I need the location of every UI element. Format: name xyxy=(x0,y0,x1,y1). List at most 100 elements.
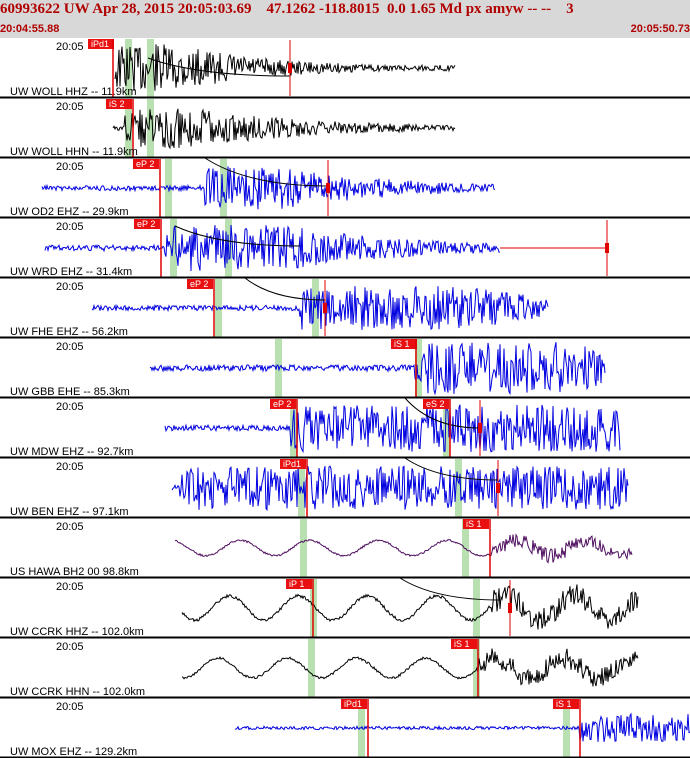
pick-label: iPd1 xyxy=(91,39,109,49)
station-label: UW FHE EHZ -- 56.2km xyxy=(10,326,128,338)
pick-label: iS 1 xyxy=(394,339,410,349)
waveform-trace xyxy=(235,712,690,743)
waveform-trace xyxy=(181,584,639,630)
pick-flag xyxy=(463,519,489,529)
coda-decay-curve xyxy=(404,397,481,429)
station-label: UW MDW EHZ -- 92.7km xyxy=(10,446,133,458)
waveform-trace xyxy=(149,342,606,396)
station-label: UW BEN EHZ -- 97.1km xyxy=(10,506,129,518)
pick-flag xyxy=(341,699,367,709)
coda-marker-tick xyxy=(326,183,330,193)
time-label: 20:05 xyxy=(56,701,84,713)
pick-label: iPd1 xyxy=(283,459,301,469)
pick-window-marker xyxy=(170,219,177,277)
pick-window-marker xyxy=(220,159,227,217)
end-time: 20:05:50.73 xyxy=(630,23,690,35)
station-label: UW OD2 EHZ -- 29.9km xyxy=(10,206,129,218)
pick-label: eP 2 xyxy=(190,279,208,289)
pick-window-marker xyxy=(300,519,307,577)
trace-panel: eP 2 eS 2 20:05 UW MDW EHZ -- 92.7km xyxy=(0,397,690,459)
pick-label: iS 1 xyxy=(454,639,470,649)
coda-marker-tick xyxy=(496,483,500,493)
event-title: 60993622 UW Apr 28, 2015 20:05:03.69 47.… xyxy=(0,1,574,17)
coda-marker-tick xyxy=(288,63,292,73)
pick-flag xyxy=(270,399,296,409)
time-label: 20:05 xyxy=(56,461,84,473)
start-time: 20:04:55.88 xyxy=(0,23,60,35)
time-label: 20:05 xyxy=(56,221,84,233)
pick-window-marker xyxy=(147,99,154,157)
waveform-trace xyxy=(112,108,456,150)
pick-flag xyxy=(187,279,213,289)
pick-label: iS 1 xyxy=(466,519,482,529)
pick-label: iP 1 xyxy=(289,579,304,589)
pick-window-marker xyxy=(125,39,132,97)
pick-flag xyxy=(391,339,417,349)
trace-panel: iPd1 20:05 UW BEN EHZ -- 97.1km xyxy=(0,457,690,519)
trace-panel: iPd1 iS 1 20:05 UW MOX EHZ -- 129.2km xyxy=(0,699,690,758)
trace-panel: iS 2 20:05 UW WOLL HHN -- 11.9km xyxy=(0,99,690,159)
waveform-trace xyxy=(181,648,639,687)
pick-flag xyxy=(553,699,579,709)
waveform-trace xyxy=(171,465,629,511)
station-label: UW CCRK HHZ -- 102.0km xyxy=(10,626,144,638)
pick-flag xyxy=(88,39,114,49)
trace-panel: iS 1 20:05 UW CCRK HHN -- 102.0km xyxy=(0,639,690,699)
coda-marker-tick xyxy=(478,423,482,433)
time-label: 20:05 xyxy=(56,41,84,53)
pick-window-marker xyxy=(125,99,132,157)
pick-flag xyxy=(280,459,306,469)
pick-flag xyxy=(286,579,312,589)
station-label: UW GBB EHE -- 85.3km xyxy=(10,386,130,398)
waveform-trace xyxy=(174,533,633,564)
coda-decay-curve xyxy=(404,457,499,481)
time-label: 20:05 xyxy=(56,161,84,173)
trace-panel: iS 1 20:05 US HAWA BH2 00 98.8km xyxy=(0,519,690,579)
pick-window-marker xyxy=(415,339,422,397)
coda-marker-tick xyxy=(323,303,327,313)
time-label: 20:05 xyxy=(56,281,84,293)
coda-marker-tick xyxy=(508,603,512,613)
coda-marker-tick xyxy=(605,243,609,253)
trace-panel: eP 2 20:05 UW OD2 EHZ -- 29.9km xyxy=(0,157,690,219)
station-label: UW CCRK HHN -- 102.0km xyxy=(10,686,145,698)
pick-window-marker xyxy=(455,459,462,517)
pick-flag xyxy=(106,99,132,109)
waveform-trace xyxy=(164,404,621,454)
time-label: 20:05 xyxy=(56,341,84,353)
waveform-trace xyxy=(91,286,549,331)
waveform-trace xyxy=(44,225,501,272)
pick-label: iS 2 xyxy=(109,99,125,109)
pick-flag xyxy=(451,639,477,649)
station-label: US HAWA BH2 00 98.8km xyxy=(10,566,139,578)
station-label: UW WOLL HHZ -- 11.9km xyxy=(10,86,137,98)
pick-label: eP 2 xyxy=(137,219,155,229)
trace-panel: eP 2 20:05 UW WRD EHZ -- 31.4km xyxy=(0,219,690,279)
waveform-trace xyxy=(41,166,496,210)
pick-flag xyxy=(423,399,449,409)
time-label: 20:05 xyxy=(56,401,84,413)
pick-window-marker xyxy=(462,519,469,577)
station-label: UW WRD EHZ -- 31.4km xyxy=(10,266,132,278)
coda-decay-curve xyxy=(399,577,501,601)
coda-decay-curve xyxy=(174,225,301,247)
pick-window-marker xyxy=(308,639,315,697)
pick-window-marker xyxy=(290,399,297,457)
pick-label: eP 2 xyxy=(136,159,154,169)
coda-decay-curve xyxy=(244,277,326,301)
time-label: 20:05 xyxy=(56,101,84,113)
trace-panel: iS 1 20:05 UW GBB EHE -- 85.3km xyxy=(0,339,690,399)
time-label: 20:05 xyxy=(56,521,84,533)
station-label: UW WOLL HHN -- 11.9km xyxy=(10,146,138,158)
pick-flag xyxy=(133,159,159,169)
pick-window-marker xyxy=(443,399,450,457)
trace-panel: eP 2 20:05 UW FHE EHZ -- 56.2km xyxy=(0,277,690,339)
pick-window-marker xyxy=(473,579,480,637)
pick-flag xyxy=(134,219,160,229)
trace-panel: iP 1 20:05 UW CCRK HHZ -- 102.0km xyxy=(0,577,690,639)
pick-label: iS 1 xyxy=(556,699,572,709)
pick-label: eS 2 xyxy=(426,399,445,409)
coda-decay-curve xyxy=(204,157,329,187)
pick-label: eP 2 xyxy=(273,399,291,409)
